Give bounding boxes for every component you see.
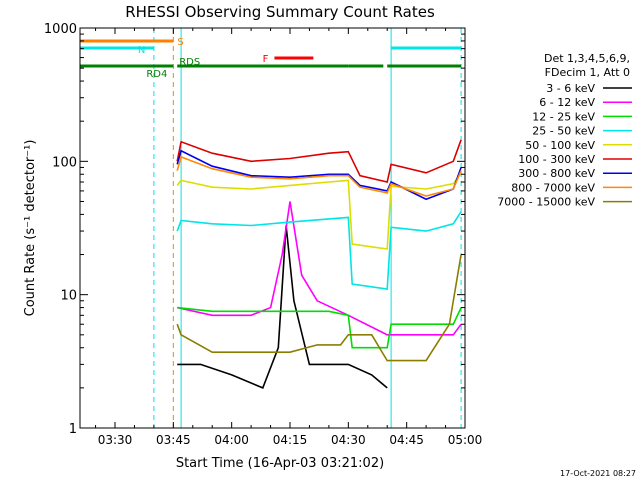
y-axis-label: Count Rate (s⁻¹ detector⁻¹) [23, 140, 38, 317]
flag-label-n: N [138, 45, 145, 56]
legend-header-2: FDecim 1, Att 0 [545, 66, 630, 79]
legend-label-5: 50 - 100 keV [525, 139, 595, 152]
y-tick-label-2: 10 [60, 289, 77, 304]
flag-label-s: S [177, 37, 183, 48]
x-tick-label-3: 04:00 [214, 433, 249, 447]
flag-label-rds: RDS [179, 57, 200, 68]
y-tick-label-3: 100 [52, 155, 77, 170]
legend-label-2: 6 - 12 keV [539, 96, 595, 109]
chart-title: RHESSI Observing Summary Count Rates [125, 3, 435, 21]
footer-timestamp: 17-Oct-2021 08:27 [560, 469, 636, 478]
x-tick-label-4: 04:15 [273, 433, 308, 447]
series-line-4 [176, 211, 462, 291]
legend-header-1: Det 1,3,4,5,6,9, [544, 52, 630, 65]
x-tick-label-1: 03:30 [98, 433, 133, 447]
legend-label-4: 25 - 50 keV [532, 125, 595, 138]
y-tick-label-4: 1000 [44, 22, 77, 37]
legend-label-8: 800 - 7000 keV [511, 181, 595, 194]
legend-label-7: 300 - 800 keV [518, 167, 595, 180]
series-line-5 [176, 172, 462, 250]
flag-label-rd4: RD4 [146, 69, 167, 80]
legend-label-9: 7000 - 15000 keV [497, 196, 595, 209]
legend: Det 1,3,4,5,6,9, FDecim 1, Att 0 3 - 6 k… [497, 52, 632, 209]
plot-frame [79, 27, 466, 429]
x-tick-label-5: 04:30 [331, 433, 366, 447]
series-lines [176, 139, 462, 389]
legend-label-6: 100 - 300 keV [518, 153, 595, 166]
x-tick-label-2: 03:45 [156, 433, 191, 447]
x-tick-label-6: 04:45 [389, 433, 424, 447]
x-tick-label-7: 05:00 [448, 433, 483, 447]
series-line-1 [177, 225, 388, 389]
series-line-3 [177, 306, 462, 349]
x-axis-label: Start Time (16-Apr-03 03:21:02) [176, 456, 384, 471]
flag-bars: S N F RD4 RDS [80, 37, 462, 80]
legend-label-1: 3 - 6 keV [546, 82, 595, 95]
series-line-8 [176, 155, 462, 197]
series-line-9 [176, 254, 462, 362]
axes: 03:30 03:45 04:00 04:15 04:30 04:45 05:00 1 10 10… [44, 22, 482, 447]
series-line-7 [176, 149, 462, 201]
series-line-6 [176, 139, 462, 183]
series-line-2 [177, 201, 462, 336]
y-tick-label-1: 1 [69, 422, 77, 437]
flag-label-f: F [263, 54, 269, 65]
legend-label-3: 12 - 25 keV [532, 110, 595, 123]
